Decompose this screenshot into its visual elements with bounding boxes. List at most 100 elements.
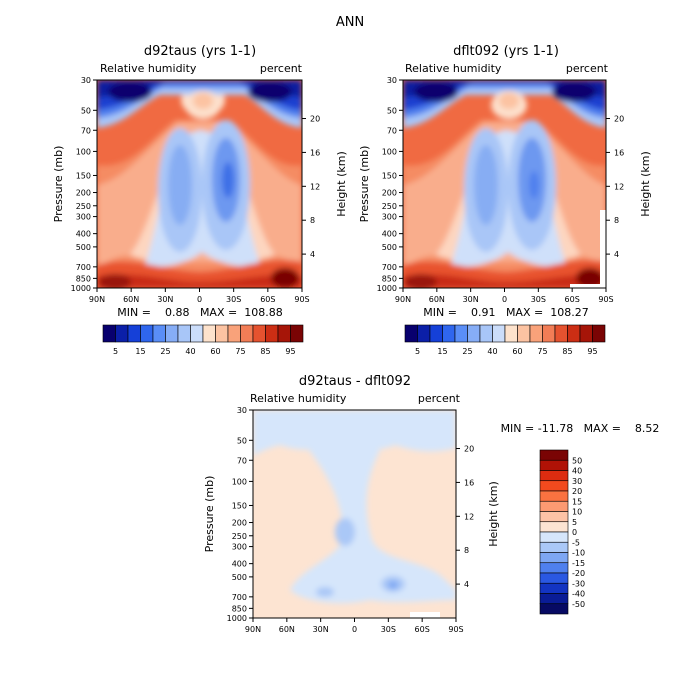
colorbar-swatch: [127, 324, 141, 343]
colorbar-label: 75: [235, 347, 245, 356]
contour-field: [253, 410, 456, 618]
y-tick-label: 500: [382, 243, 397, 252]
y-tick-label: 300: [382, 213, 397, 222]
y-axis-label-right: Height (km): [335, 151, 348, 217]
y-tick-label: 70: [81, 126, 91, 135]
x-tick-label: 90S: [294, 295, 309, 304]
x-tick-label: 0: [197, 295, 202, 304]
colorbar-label: 0: [572, 528, 577, 537]
colorbar-label: 15: [135, 347, 145, 356]
colorbar-label: 85: [260, 347, 270, 356]
min-max-text: MIN = 0.91 MAX = 108.27: [423, 306, 588, 319]
min-max-text: MIN = 0.88 MAX = 108.88: [117, 306, 282, 319]
x-tick-label: 0: [352, 625, 357, 634]
colorbar-label: 95: [587, 347, 597, 356]
height-tick-label: 12: [310, 182, 320, 191]
y-tick-label: 30: [237, 406, 247, 415]
x-tick-label: 90S: [598, 295, 613, 304]
y-tick-label: 850: [232, 604, 247, 613]
y-tick-label: 100: [76, 147, 91, 156]
colorbar-swatch: [539, 552, 569, 564]
x-axis: 90N 60N 30N 0 30S 60S 90S: [89, 288, 310, 304]
x-tick-label: 90N: [245, 625, 261, 634]
colorbar-label: -15: [572, 559, 585, 568]
colorbar-swatch: [529, 324, 543, 343]
y-axis-label: Pressure (mb): [358, 146, 371, 223]
colorbar-swatch: [240, 324, 254, 343]
colorbar-swatch: [202, 324, 216, 343]
units-label: percent: [566, 62, 609, 75]
y-tick-label: 30: [81, 76, 91, 85]
x-tick-label: 30N: [463, 295, 479, 304]
colorbar-label: -30: [572, 579, 585, 588]
y-tick-label: 300: [232, 543, 247, 552]
colorbar-label: 95: [285, 347, 295, 356]
figure-title: ANN: [336, 15, 364, 30]
colorbar-swatch: [290, 324, 304, 343]
colorbar-label: 25: [160, 347, 170, 356]
panel-top-left: d92taus (yrs 1-1) Relative humidity perc…: [52, 44, 348, 356]
x-tick-label: 0: [502, 295, 507, 304]
colorbar-swatch: [404, 324, 418, 343]
colorbar-swatch: [479, 324, 493, 343]
y-axis-label: Pressure (mb): [52, 146, 65, 223]
colorbar-swatch: [539, 449, 569, 461]
colorbar-swatch: [102, 324, 116, 343]
colorbar-swatch: [539, 459, 569, 471]
x-tick-label: 60S: [260, 295, 275, 304]
y-tick-label: 250: [382, 202, 397, 211]
colorbar-label: 10: [572, 508, 582, 517]
colorbar-swatch: [592, 324, 606, 343]
colorbar-swatch: [215, 324, 229, 343]
colorbar-swatch: [140, 324, 154, 343]
y-tick-label: 1000: [377, 284, 397, 293]
x-tick-label: 30S: [531, 295, 546, 304]
variable-label: Relative humidity: [405, 62, 502, 75]
y-axis-right: 20 16 12 8 4: [456, 445, 474, 589]
y-tick-label: 150: [232, 501, 247, 510]
min-max-text: MIN = -11.78 MAX = 8.52: [501, 422, 660, 435]
panel-bottom-diff: d92taus - dflt092 Relative humidity perc…: [203, 374, 659, 634]
colorbar-label: 75: [537, 347, 547, 356]
y-tick-label: 200: [76, 189, 91, 198]
colorbar-label: 15: [437, 347, 447, 356]
x-tick-label: 30S: [226, 295, 241, 304]
y-tick-label: 700: [232, 593, 247, 602]
y-tick-label: 50: [387, 106, 397, 115]
colorbar-swatch: [539, 521, 569, 533]
y-tick-label: 400: [76, 230, 91, 239]
panel-top-right: dflt092 (yrs 1-1) Relative humidity perc…: [358, 44, 652, 356]
colorbar-swatch: [442, 324, 456, 343]
height-tick-label: 16: [464, 478, 474, 487]
y-axis-right: 20 16 12 8 4: [606, 115, 624, 259]
colorbar-swatch: [165, 324, 179, 343]
y-tick-label: 500: [76, 243, 91, 252]
colorbar-swatch: [539, 603, 569, 615]
y-tick-label: 50: [237, 436, 247, 445]
colorbar-swatch: [417, 324, 431, 343]
colorbar-swatch: [517, 324, 531, 343]
y-tick-label: 30: [387, 76, 397, 85]
colorbar-label: 60: [210, 347, 220, 356]
colorbar-swatch: [539, 593, 569, 605]
x-tick-label: 30S: [381, 625, 396, 634]
height-tick-label: 20: [310, 115, 320, 124]
colorbar-swatch: [152, 324, 166, 343]
y-axis-label: Pressure (mb): [203, 476, 216, 553]
colorbar-swatch: [227, 324, 241, 343]
colorbar-swatch: [567, 324, 581, 343]
colorbar-label: 40: [572, 467, 582, 476]
colorbar-swatch: [454, 324, 468, 343]
y-tick-label: 200: [232, 519, 247, 528]
height-tick-label: 8: [464, 546, 469, 555]
height-tick-label: 8: [614, 216, 619, 225]
colorbar-label: -40: [572, 590, 585, 599]
colorbar-swatch: [539, 511, 569, 523]
colorbar: 5 15 25 40 60 75 85 95: [102, 324, 304, 356]
height-tick-label: 8: [310, 216, 315, 225]
y-tick-label: 100: [232, 477, 247, 486]
